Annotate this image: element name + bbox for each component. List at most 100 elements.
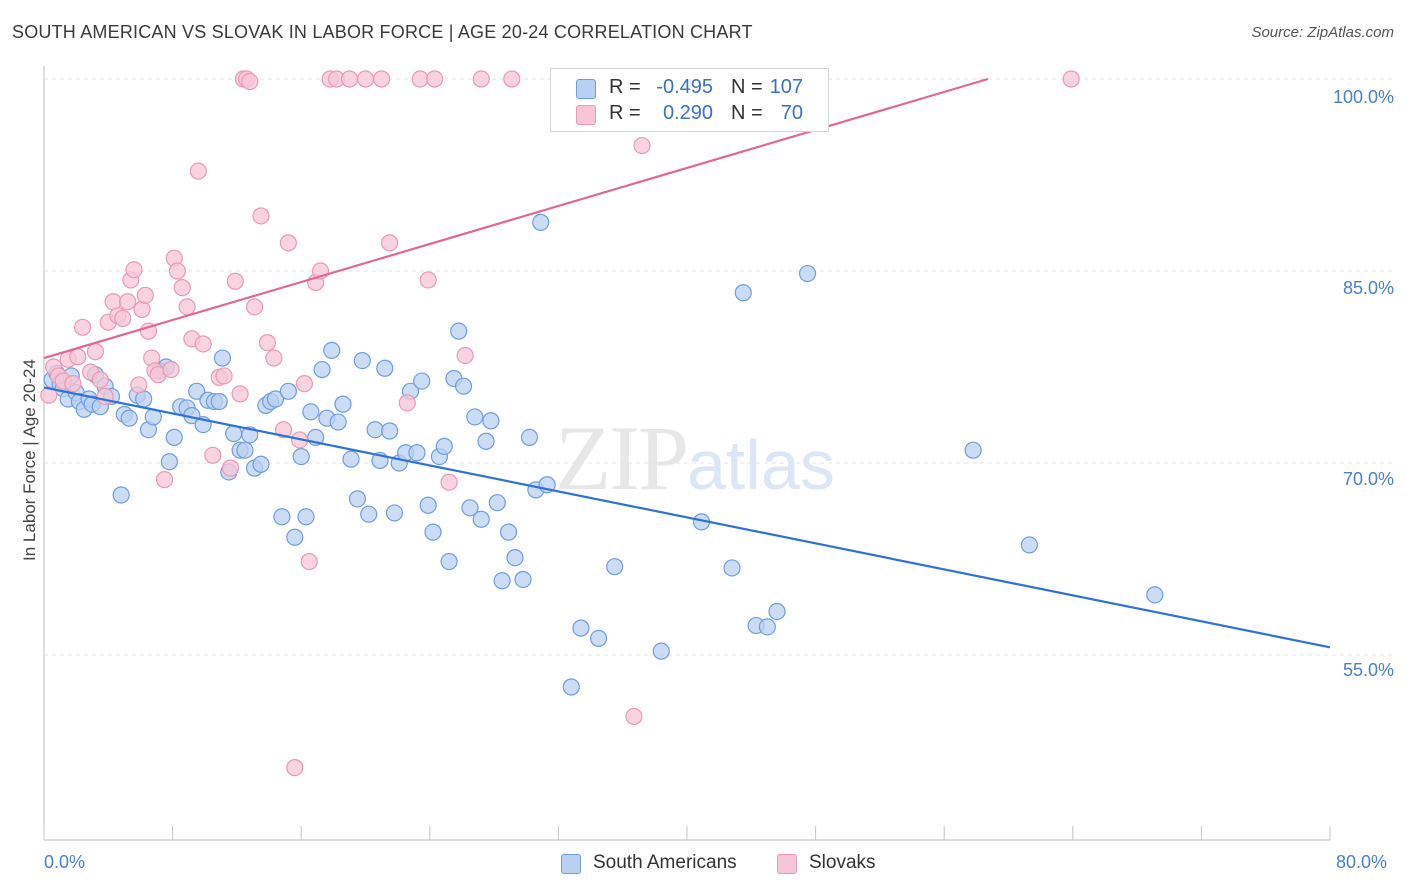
slovak-point bbox=[130, 376, 148, 394]
south-american-point bbox=[297, 508, 315, 526]
legend-n-label: N = bbox=[731, 102, 763, 124]
south-american-point bbox=[160, 453, 178, 471]
source-label: Source: ZipAtlas.com bbox=[1251, 24, 1394, 41]
y-tick-label: 55.0% bbox=[1342, 660, 1394, 680]
south-american-point bbox=[188, 382, 206, 400]
y-axis-label: In Labor Force | Age 20-24 bbox=[20, 359, 39, 561]
slovak-point bbox=[411, 70, 429, 88]
watermark-zip: ZIP bbox=[555, 407, 689, 509]
south-american-point bbox=[506, 549, 524, 567]
slovak-point bbox=[86, 343, 105, 361]
slovak-point bbox=[286, 759, 304, 777]
south-american-point bbox=[348, 490, 367, 508]
south-american-point bbox=[482, 412, 500, 430]
south-american-point bbox=[273, 508, 291, 526]
south-american-point bbox=[210, 392, 228, 411]
south-american-point bbox=[652, 642, 670, 660]
slovak-point bbox=[245, 298, 264, 316]
x-tick-label: 0.0% bbox=[44, 852, 86, 872]
slovak-point bbox=[252, 207, 270, 225]
slovak-point bbox=[189, 162, 207, 180]
south-american-point bbox=[112, 486, 130, 504]
south-american-point bbox=[454, 377, 473, 395]
south-american-trend-line bbox=[43, 386, 1331, 649]
y-tick-label: 70.0% bbox=[1342, 469, 1394, 489]
south-american-point bbox=[366, 421, 384, 439]
legend-r-label: R = bbox=[609, 76, 641, 98]
slovak-point bbox=[279, 234, 297, 252]
south-american-point bbox=[562, 678, 580, 696]
slovak-point bbox=[265, 349, 283, 367]
slovak-point bbox=[456, 346, 474, 365]
slovak-point bbox=[118, 293, 137, 311]
slovak-point bbox=[356, 70, 375, 88]
slovak-point bbox=[40, 386, 58, 404]
south-american-point bbox=[798, 264, 817, 283]
south-american-point bbox=[302, 403, 320, 421]
slovak-point bbox=[136, 286, 154, 304]
south-american-point bbox=[768, 602, 786, 621]
south-american-point bbox=[313, 360, 331, 379]
south-american-point bbox=[385, 504, 404, 522]
slovak-point bbox=[194, 335, 212, 353]
slovak-point bbox=[91, 371, 109, 389]
legend-r-value: -0.495 bbox=[656, 76, 713, 98]
south-american-point bbox=[334, 395, 352, 413]
south-american-point bbox=[236, 441, 254, 459]
south-american-point bbox=[279, 382, 297, 400]
slovak-point bbox=[300, 552, 318, 571]
slovak-point bbox=[440, 473, 458, 491]
slovak-point bbox=[125, 261, 143, 279]
slovak-point bbox=[168, 262, 187, 280]
slovak-point bbox=[398, 394, 416, 412]
slovak-point bbox=[64, 375, 82, 393]
legend-label: Slovaks bbox=[809, 852, 876, 873]
legend-row-south-americans: R = -0.495 N = 107 bbox=[551, 76, 828, 102]
legend-row-slovaks: R = 0.290 N = 70 bbox=[551, 102, 828, 128]
slovak-point bbox=[274, 421, 293, 439]
slovak-point bbox=[204, 446, 222, 464]
legend-r-label: R = bbox=[609, 102, 641, 124]
legend-swatch-pink bbox=[576, 105, 596, 125]
slovak-point bbox=[133, 300, 151, 318]
slovak-point bbox=[625, 707, 643, 726]
south-american-point bbox=[964, 441, 982, 459]
south-american-point bbox=[1146, 586, 1164, 604]
slovak-point bbox=[139, 322, 158, 340]
south-american-point bbox=[435, 437, 453, 455]
south-american-point bbox=[213, 349, 232, 367]
south-american-point bbox=[353, 352, 371, 370]
south-american-point bbox=[120, 409, 138, 427]
slovak-point bbox=[241, 72, 259, 91]
y-tick-label: 100.0% bbox=[1332, 87, 1394, 107]
south-american-point bbox=[488, 494, 506, 512]
south-american-point bbox=[266, 390, 285, 408]
legend-swatch-pink bbox=[777, 854, 797, 874]
south-american-point bbox=[758, 618, 776, 636]
south-american-point bbox=[532, 213, 550, 231]
south-american-point bbox=[292, 448, 310, 466]
slovak-point bbox=[215, 367, 233, 385]
south-american-point bbox=[419, 496, 437, 514]
slovak-point bbox=[155, 471, 174, 489]
south-american-point bbox=[323, 341, 341, 359]
south-american-point bbox=[472, 510, 490, 528]
slovak-point bbox=[295, 375, 314, 393]
south-american-point bbox=[408, 444, 426, 462]
south-american-point bbox=[413, 372, 431, 390]
slovak-point bbox=[472, 70, 490, 88]
slovak-point bbox=[503, 70, 521, 88]
south-american-point bbox=[572, 619, 590, 637]
slovak-point bbox=[340, 70, 359, 88]
south-american-point bbox=[461, 499, 479, 517]
south-american-point bbox=[381, 422, 399, 440]
south-american-point bbox=[360, 505, 378, 523]
slovak-point bbox=[372, 70, 391, 88]
slovak-point bbox=[426, 70, 444, 88]
south-american-point bbox=[376, 359, 394, 377]
slovak-point bbox=[633, 136, 651, 155]
slovak-point bbox=[69, 348, 87, 366]
slovak-point bbox=[173, 279, 191, 297]
slovak-point bbox=[419, 271, 437, 289]
